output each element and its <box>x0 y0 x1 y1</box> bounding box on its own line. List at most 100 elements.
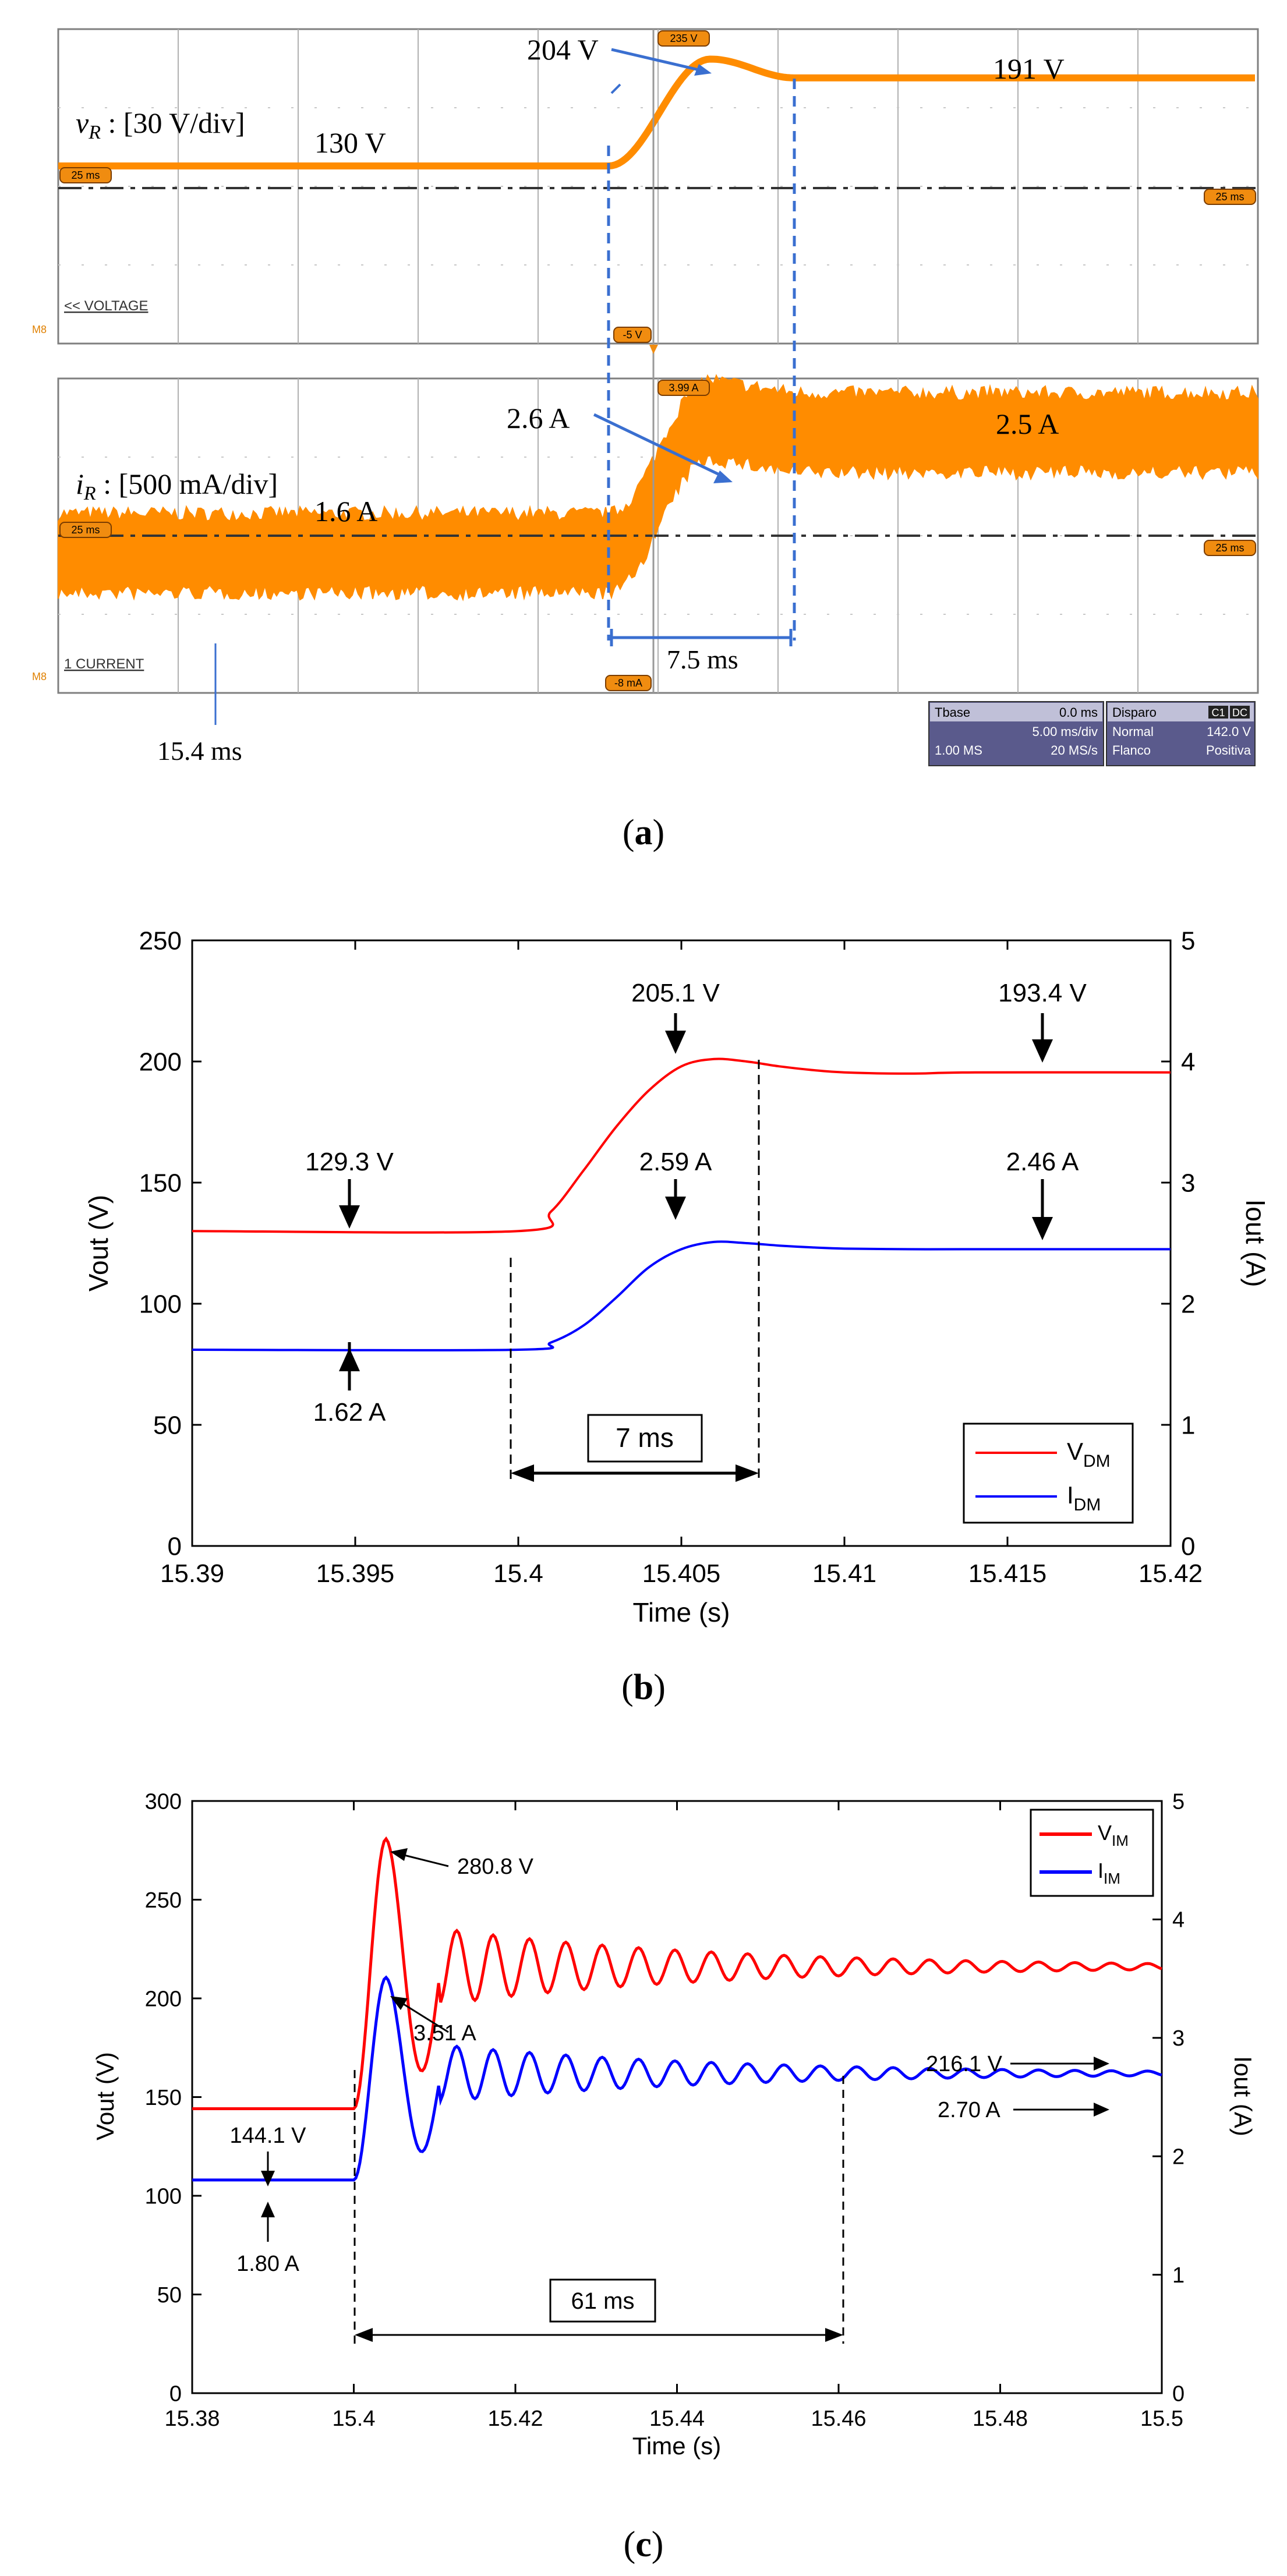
trigger-header <box>1108 703 1254 721</box>
y-tick-label: 100 <box>145 2184 182 2209</box>
badge-current-left-text: 25 ms <box>71 524 100 536</box>
legend-b-vdm-name: V <box>1067 1438 1083 1465</box>
y-right-tick-label: 3 <box>1172 2026 1185 2051</box>
x-tick-label: 15.4 <box>333 2407 376 2431</box>
plot-c-label-180a: 1.80 A <box>236 2252 299 2276</box>
arrowhead-193v <box>1032 1039 1053 1063</box>
series-vim-line <box>192 1836 1162 2110</box>
legend-b-vdm-sub: DM <box>1083 1452 1111 1471</box>
voltage-axis-rest: : [30 V/div] <box>101 107 245 139</box>
badge-voltage-top-text: 235 V <box>670 33 697 44</box>
badge-voltage-bottom-text: -5 V <box>623 329 642 341</box>
arrowhead-180a <box>261 2202 275 2217</box>
plot-b-lines <box>192 1057 1171 1351</box>
panel-label-b-letter: b <box>634 1668 653 1707</box>
trigger-coupling-chip <box>1230 706 1250 719</box>
y-right-tick-label: 1 <box>1181 1411 1195 1439</box>
y-tick-label: 100 <box>139 1290 182 1318</box>
x-tick-label: 15.415 <box>968 1559 1047 1588</box>
arrowhead-351a <box>390 1996 408 2010</box>
voltage-trace <box>58 55 1255 169</box>
plot-b-duration-arrowhead-right <box>736 1464 759 1482</box>
legend-c-vim-sub: IM <box>1112 1832 1129 1849</box>
voltage-axis-sub: R <box>88 122 101 143</box>
arrowhead-129v <box>339 1205 360 1229</box>
series-iim-line <box>192 1975 1162 2182</box>
badge-current-bottom-text: -8 mA <box>614 677 642 689</box>
arrowhead-259a <box>665 1197 686 1220</box>
scope-info-panel: Tbase 0.0 ms 5.00 ms/div 1.00 MS 20 MS/s… <box>928 701 1256 766</box>
plot-b-duration-box <box>587 1414 703 1463</box>
y-tick-label: 0 <box>169 2382 182 2406</box>
transient-tick-mark <box>610 83 621 94</box>
plot-c-duration-arrowhead-left <box>355 2328 373 2342</box>
tbase-value: 0.0 ms <box>1059 705 1098 720</box>
panel-label-c: (c) <box>624 2525 664 2564</box>
legend-c-iim-name: I <box>1098 1859 1104 1883</box>
x-tick-label: 15.46 <box>811 2407 866 2431</box>
plot-c-label-2808v: 280.8 V <box>457 1855 534 1879</box>
plot-b-ylabel-right: Iout (A) <box>1240 1199 1271 1287</box>
plot-b-label-205v: 205.1 V <box>631 979 720 1007</box>
panel-label-b: (b) <box>621 1668 666 1707</box>
plot-c-label-2161v: 216.1 V <box>926 2052 1003 2076</box>
badge-current-top-text: 3.99 A <box>669 382 698 394</box>
legend-c-vim: VIM <box>1098 1821 1129 1849</box>
plot-c-legend-box <box>1030 1809 1154 1897</box>
plot-c-label-270a: 2.70 A <box>938 2098 1000 2122</box>
timebase-div: 5.00 ms/div <box>1033 724 1098 739</box>
plot-c-frame <box>191 1800 1163 2394</box>
y-tick-label: 300 <box>145 1789 182 1814</box>
x-tick-label: 15.4 <box>493 1559 543 1588</box>
plot-c-duration-box <box>549 2278 656 2323</box>
y-tick-label: 150 <box>145 2086 182 2110</box>
arrow-351a <box>401 2002 449 2033</box>
arrowhead-205v <box>665 1031 686 1054</box>
plot-c-label-1441v: 144.1 V <box>230 2124 307 2148</box>
plot-b-label-162a: 1.62 A <box>313 1398 386 1427</box>
timebase-header <box>930 703 1102 721</box>
x-tick-label: 15.405 <box>642 1559 721 1588</box>
current-axis-symbol: i <box>76 468 84 500</box>
badge-voltage-right-text: 25 ms <box>1215 191 1244 203</box>
badge-current-right: 25 ms <box>1204 540 1256 556</box>
badge-current-top: 3.99 A <box>657 380 710 396</box>
peak-voltage-arrow <box>611 48 699 72</box>
plot-c-lines <box>192 1836 1162 2182</box>
plot-b-label-129v: 129.3 V <box>305 1148 394 1176</box>
arrowhead-246a <box>1032 1217 1053 1240</box>
peak-voltage-arrowhead <box>694 64 712 76</box>
y-tick-label: 200 <box>139 1048 182 1076</box>
y-right-tick-label: 2 <box>1181 1290 1195 1318</box>
current-final-label: 2.5 A <box>996 408 1059 440</box>
x-tick-label: 15.42 <box>1138 1559 1203 1588</box>
legend-c-iim: IIM <box>1098 1859 1120 1887</box>
current-trace <box>58 374 1258 601</box>
plot-b-ticks: 15.39 15.395 15.4 15.405 15.41 15.415 15.42050… <box>139 926 1203 1588</box>
plot-b-label-259a: 2.59 A <box>639 1148 712 1176</box>
plot-c-legend: VIM IIM <box>1030 1809 1154 1897</box>
peak-current-arrowhead <box>713 470 733 483</box>
x-tick-label: 15.42 <box>487 2407 543 2431</box>
x-tick-label: 15.39 <box>160 1559 224 1588</box>
tbase-label: Tbase <box>935 705 970 720</box>
y-tick-label: 250 <box>145 1888 182 1913</box>
trigger-label: Disparo <box>1112 705 1157 720</box>
badge-current-right-text: 25 ms <box>1215 542 1244 554</box>
voltage-side-mark: M8 <box>32 324 47 335</box>
current-side-mark: M8 <box>32 671 47 682</box>
series-idm-line <box>192 1240 1171 1351</box>
plot-c-label-351a: 3.51 A <box>413 2021 476 2046</box>
sample-count: 1.00 MS <box>935 743 982 758</box>
badge-voltage-right: 25 ms <box>1204 189 1256 205</box>
voltage-initial-label: 130 V <box>314 126 386 159</box>
current-initial-label: 1.6 A <box>314 495 377 528</box>
x-tick-label: 15.5 <box>1140 2407 1183 2431</box>
badge-voltage-bottom: -5 V <box>613 327 652 343</box>
voltage-peak-label: 204 V <box>527 33 599 66</box>
y-right-tick-label: 2 <box>1172 2145 1185 2170</box>
legend-c-iim-sub: IM <box>1104 1870 1120 1887</box>
trigger-edge-value: Positiva <box>1206 743 1251 758</box>
arrowhead-162a <box>339 1348 360 1371</box>
trigger-channel: C1 <box>1211 707 1225 719</box>
